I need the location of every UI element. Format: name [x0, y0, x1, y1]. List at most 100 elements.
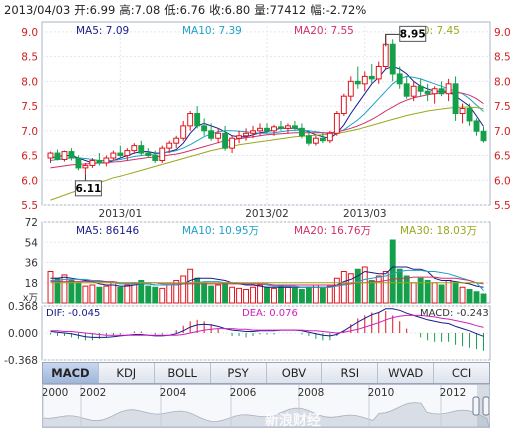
tab-boll[interactable]: BOLL — [155, 363, 211, 383]
candle-body — [215, 132, 222, 139]
candle-body — [82, 164, 89, 169]
volume-bar — [459, 286, 466, 304]
volume-bar — [229, 286, 236, 304]
candle-body — [271, 126, 277, 132]
tab-obv[interactable]: OBV — [267, 363, 323, 383]
volume-bar — [89, 284, 96, 304]
price-ma20-line — [50, 91, 484, 169]
candle-body — [103, 157, 110, 164]
price-tick-right: 6.0 — [494, 175, 511, 187]
volume-legend-ma10: MA10: 10.95万 — [182, 225, 259, 237]
candle-body — [298, 127, 305, 137]
candle-body — [250, 130, 256, 134]
volume-bar — [361, 266, 368, 304]
month-tick-label: 2013/02 — [245, 208, 289, 220]
candle-body — [236, 135, 243, 139]
navigator-year-label: 2012 — [440, 387, 467, 399]
high-annotation-box — [399, 25, 427, 42]
volume-bar — [382, 271, 389, 304]
quote-header: 2013/04/03 开:6.99 高:7.08 低:6.76 收:6.80 量:7741… — [4, 2, 370, 18]
price-tick-left: 8.5 — [21, 52, 38, 64]
tab-wvad[interactable]: WVAD — [378, 363, 435, 383]
navigator-area-chart: 2000 2002 2004 2006 2008 2010 2012 新浪财经 — [43, 385, 489, 427]
navigator-year-label: 2008 — [298, 387, 325, 399]
candle-body — [382, 43, 389, 68]
volume-bar — [333, 277, 340, 304]
tab-kdj[interactable]: KDJ — [99, 363, 155, 383]
candle-body — [375, 66, 382, 80]
volume-bar — [264, 286, 270, 304]
macd-legend-macd: MACD: -0.243 — [420, 308, 489, 319]
candle-body — [159, 147, 166, 161]
volume-bar — [285, 286, 291, 304]
volume-bar — [250, 286, 256, 304]
candle-body — [124, 150, 131, 157]
candle-body — [229, 137, 236, 149]
volume-bar — [480, 293, 487, 304]
quote-low: 低:6.76 — [164, 3, 206, 17]
tab-psy[interactable]: PSY — [211, 363, 267, 383]
volume-bar — [431, 282, 438, 304]
navigator-year-label: 2004 — [160, 387, 187, 399]
candle-body — [368, 75, 375, 80]
quote-high: 高:7.08 — [119, 3, 161, 17]
tab-cci[interactable]: CCI — [451, 366, 472, 380]
volume-bar — [473, 291, 480, 304]
navigator-year-label: 2010 — [368, 387, 395, 399]
candle-body — [208, 130, 215, 139]
candle-body — [459, 108, 466, 114]
quote-close: 收:6.80 — [209, 3, 251, 17]
volume-bar — [347, 273, 354, 304]
quote-open: 开:6.99 — [74, 3, 116, 17]
volume-bar — [201, 282, 208, 304]
volume-bar — [403, 275, 410, 304]
candle-body — [340, 95, 347, 114]
tab-macd[interactable]: MACD — [43, 363, 99, 383]
volume-bar — [222, 282, 229, 304]
macd-legend-dif: DIF: -0.045 — [46, 308, 100, 319]
candle-body — [47, 152, 54, 159]
volume-bar — [417, 277, 424, 304]
volume-tick: 18 — [25, 278, 38, 290]
volume-bar — [159, 287, 166, 304]
volume-bar — [173, 280, 180, 304]
candle-body — [285, 125, 291, 129]
volume-bar — [375, 275, 382, 304]
candle-body — [152, 155, 159, 161]
navigator-left-handle[interactable] — [472, 396, 480, 416]
candle-body — [354, 80, 361, 85]
macd-tick: -0.368 — [4, 355, 38, 367]
volume-bar — [166, 284, 173, 304]
price-tick-left: 6.5 — [21, 151, 38, 163]
volume-bar — [96, 286, 103, 304]
candle-body — [54, 152, 61, 160]
volume-bar — [75, 282, 82, 304]
candle-body — [466, 108, 473, 122]
price-tick-right: 8.5 — [494, 52, 511, 64]
price-legend-ma20: MA20: 7.55 — [294, 25, 354, 37]
navigator-area — [43, 402, 489, 427]
volume-bar — [305, 286, 312, 304]
candle-body — [180, 125, 187, 139]
high-annotation-pointer — [385, 33, 400, 47]
time-navigator[interactable]: 2000 2002 2004 2006 2008 2010 2012 新浪财经 — [42, 384, 490, 428]
navigator-watermark: 新浪财经 — [265, 412, 321, 427]
navigator-right-handle[interactable] — [482, 396, 489, 416]
price-tick-right: 7.0 — [494, 126, 511, 138]
candle-body — [68, 151, 75, 159]
volume-bar — [396, 268, 403, 304]
volume-bar — [257, 284, 263, 304]
candle-body — [347, 80, 354, 97]
macd-legend-dea: DEA: 0.076 — [242, 308, 298, 319]
candle-body — [438, 88, 445, 95]
candle-body — [201, 125, 208, 132]
candle-body — [312, 137, 319, 144]
candle-body — [257, 127, 263, 132]
tab-rsi[interactable]: RSI — [322, 363, 379, 383]
volume-legend-ma20: MA20: 16.76万 — [294, 225, 371, 237]
volume-bar — [340, 271, 347, 304]
volume-bar — [61, 274, 68, 304]
volume-bar — [180, 275, 187, 304]
low-annotation-box — [74, 180, 102, 197]
